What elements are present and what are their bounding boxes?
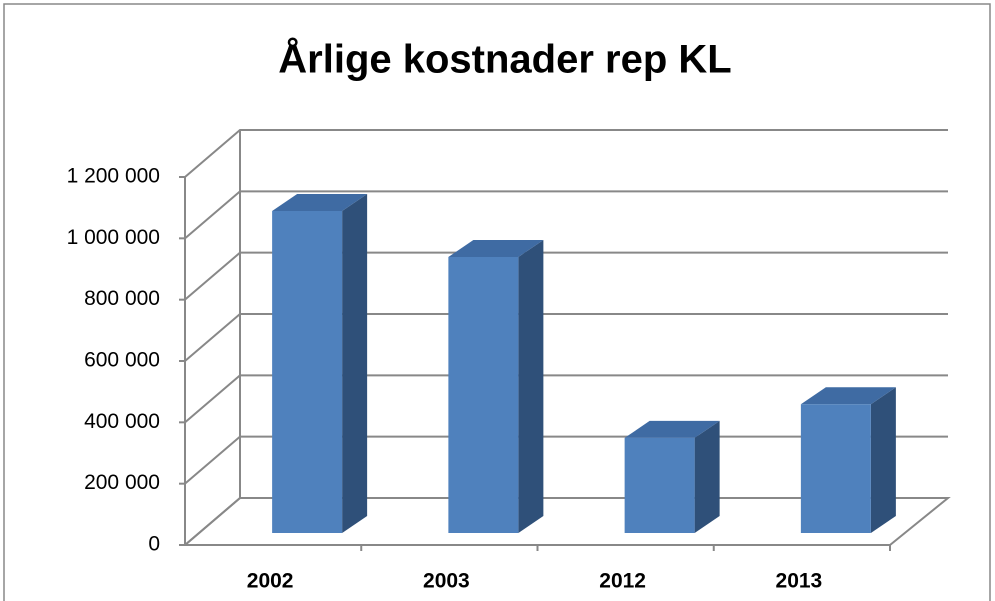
y-tick-label: 0 — [148, 533, 160, 556]
bar — [448, 240, 544, 533]
bar-top — [624, 420, 720, 438]
y-tick-label: 400 000 — [84, 410, 160, 433]
grid-line — [184, 190, 948, 240]
bar-front — [624, 437, 695, 533]
bar-side — [518, 240, 544, 533]
bar — [800, 387, 896, 533]
x-tick-label: 2002 — [247, 570, 294, 593]
chart-title: Årlige kostnader rep KL — [278, 37, 731, 82]
bar-side — [342, 194, 368, 533]
bar-top — [448, 240, 544, 257]
y-tick-label: 1 000 000 — [67, 226, 160, 249]
bar-side — [870, 387, 896, 533]
bar-top — [272, 194, 368, 211]
y-tick-label: 200 000 — [84, 471, 160, 494]
y-tick-label: 800 000 — [84, 287, 160, 310]
y-tick-label: 1 200 000 — [67, 165, 160, 188]
grid-line — [184, 313, 948, 362]
grid-line — [184, 374, 948, 424]
grid-line — [184, 129, 948, 178]
bar-front — [272, 211, 343, 533]
bar — [272, 194, 368, 533]
bar-top — [800, 387, 896, 405]
x-tick-label: 2003 — [423, 570, 470, 593]
bar-front — [800, 404, 871, 533]
bar-front — [448, 257, 519, 533]
y-tick-label: 600 000 — [84, 349, 160, 372]
grid-line — [184, 251, 948, 301]
x-tick-label: 2012 — [599, 570, 646, 593]
x-tick-label: 2013 — [776, 570, 823, 593]
bar — [624, 420, 720, 533]
bar-side — [694, 420, 720, 533]
